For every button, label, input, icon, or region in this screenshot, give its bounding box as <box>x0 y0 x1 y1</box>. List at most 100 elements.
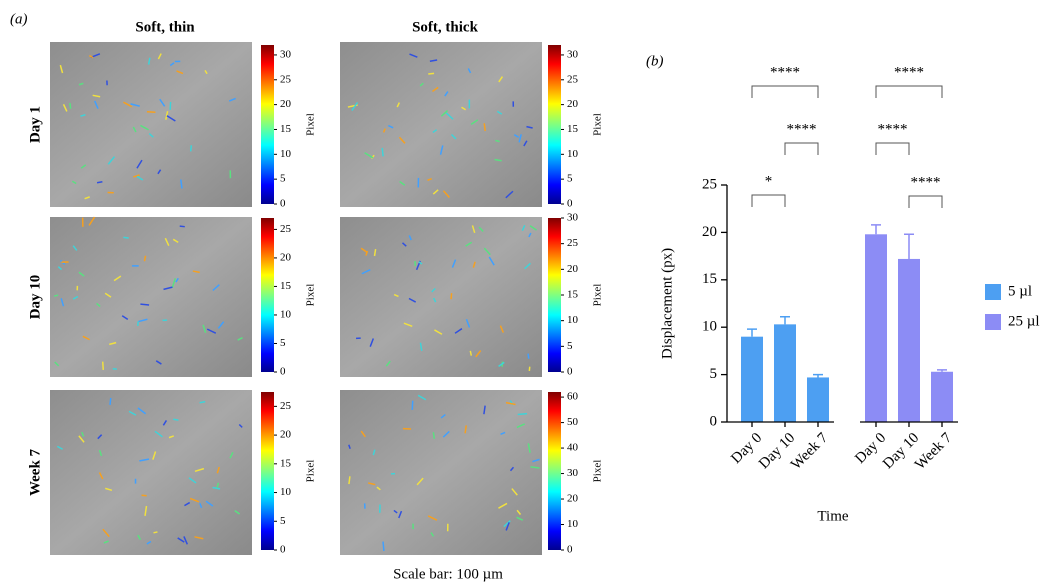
displacement-arrow <box>113 275 122 282</box>
displacement-arrow <box>179 225 185 228</box>
displacement-arrow <box>496 110 503 115</box>
displacement-arrow <box>216 466 220 474</box>
displacement-arrow <box>109 341 117 346</box>
displacement-arrow <box>229 451 234 459</box>
y-tick-label: 5 <box>710 366 718 382</box>
displacement-arrow <box>369 338 375 347</box>
displacement-arrow <box>467 68 472 74</box>
displacement-arrow <box>162 420 168 426</box>
colorbar-tick-label: 30 <box>567 467 579 479</box>
displacement-arrow <box>202 324 207 334</box>
displacement-arrow <box>81 431 85 437</box>
displacement-arrow <box>88 216 96 226</box>
displacement-arrow <box>212 284 220 292</box>
displacement-arrow <box>53 294 59 297</box>
displacement-arrow <box>143 255 147 262</box>
colorbar-tick-label: 0 <box>567 198 573 210</box>
displacement-arrow <box>483 405 486 415</box>
displacement-arrow <box>381 147 384 157</box>
displacement-arrow <box>188 477 197 484</box>
significance-bracket <box>751 194 786 207</box>
displacement-arrow <box>216 482 220 488</box>
displacement-arrow <box>364 152 374 159</box>
displacement-arrow <box>80 114 86 117</box>
displacement-arrow <box>148 132 154 138</box>
displacement-arrow <box>431 86 439 93</box>
displacement-arrow <box>432 432 436 439</box>
displacement-arrow <box>398 136 406 144</box>
displacement-arrow <box>57 266 63 271</box>
displacement-arrow <box>524 262 531 270</box>
displacement-arrow <box>154 430 163 438</box>
displacement-arrow <box>418 261 423 265</box>
displacement-arrow <box>461 106 467 111</box>
displacement-arrow <box>442 430 450 438</box>
microscopy-image <box>50 217 252 377</box>
significance-label: * <box>765 173 773 189</box>
displacement-arrow <box>432 297 437 303</box>
displacement-arrow <box>163 286 173 291</box>
bar <box>741 336 763 422</box>
displacement-arrow <box>365 250 369 256</box>
colorbar-tick-label: 20 <box>567 263 579 275</box>
displacement-arrow <box>494 158 502 162</box>
displacement-arrow <box>169 62 175 67</box>
displacement-arrow <box>96 302 101 308</box>
displacement-arrow <box>237 337 243 341</box>
displacement-arrow <box>140 124 149 131</box>
bar <box>931 371 953 422</box>
displacement-arrow <box>205 500 214 507</box>
displacement-arrow <box>505 522 510 531</box>
y-tick-label: 15 <box>702 271 717 287</box>
column-title: Soft, thick <box>412 19 478 35</box>
x-axis-label: Time <box>817 508 848 524</box>
displacement-arrow <box>98 449 103 457</box>
colorbar <box>548 45 561 204</box>
displacement-arrow <box>168 435 175 439</box>
displacement-arrow <box>141 494 147 497</box>
displacement-arrow <box>385 360 391 367</box>
bar <box>898 258 920 422</box>
displacement-arrow <box>376 486 381 491</box>
displacement-arrow <box>530 466 540 469</box>
displacement-arrow <box>80 164 87 169</box>
displacement-arrow <box>529 225 537 231</box>
displacement-arrow <box>419 82 424 87</box>
displacement-arrow <box>136 175 144 181</box>
significance-bracket <box>875 85 943 98</box>
displacement-arrow <box>498 76 504 83</box>
displacement-arrow <box>54 361 60 367</box>
displacement-arrow <box>521 224 526 231</box>
displacement-arrow <box>69 102 72 109</box>
displacement-arrow <box>500 431 506 435</box>
legend-swatch <box>985 284 1001 300</box>
displacement-arrow <box>348 476 351 485</box>
displacement-arrow <box>450 133 457 140</box>
displacement-arrow <box>393 293 399 298</box>
colorbar-tick-label: 25 <box>280 223 292 235</box>
colorbar-tick-label: 20 <box>280 251 292 263</box>
colorbar-tick-label: 0 <box>567 544 573 556</box>
colorbar-tick-label: 20 <box>280 98 292 110</box>
displacement-arrow <box>475 350 482 358</box>
colorbar <box>548 218 561 372</box>
displacement-arrow <box>204 69 208 75</box>
displacement-arrow <box>105 487 113 492</box>
displacement-arrow <box>107 156 116 165</box>
colorbar-tick-label: 0 <box>280 366 286 378</box>
displacement-arrow <box>166 115 176 122</box>
significance-bracket <box>875 142 910 155</box>
colorbar-tick-label: 5 <box>567 173 573 185</box>
displacement-arrow <box>194 536 204 540</box>
colorbar-tick-label: 10 <box>280 486 292 498</box>
displacement-arrow <box>445 112 454 120</box>
displacement-arrow <box>59 64 64 74</box>
colorbar-tick-label: 15 <box>280 280 292 292</box>
displacement-arrow <box>82 335 90 341</box>
displacement-arrow <box>189 145 193 152</box>
displacement-arrow <box>382 128 386 133</box>
displacement-arrow <box>183 536 188 545</box>
significance-label: **** <box>878 121 908 137</box>
displacement-arrow <box>417 394 427 401</box>
column-title: Soft, thin <box>135 19 195 35</box>
